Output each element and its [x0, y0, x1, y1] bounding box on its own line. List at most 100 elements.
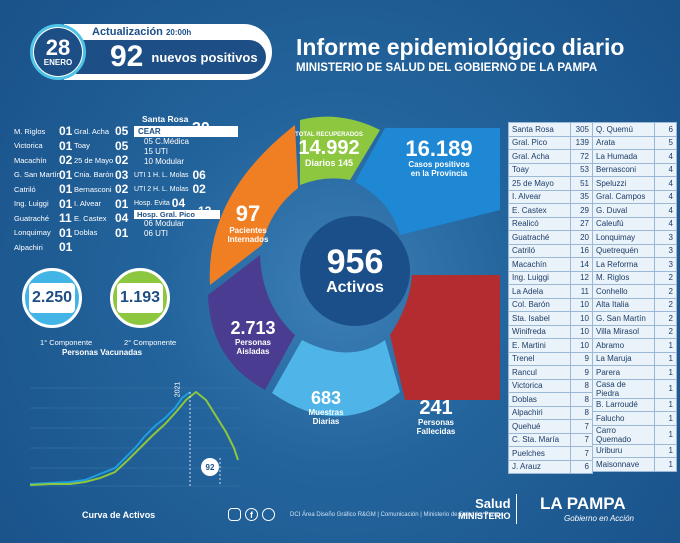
- la-pampa-logo: LA PAMPA Gobierno en Acción: [540, 494, 634, 523]
- table-cell-value: 1: [654, 411, 677, 426]
- table-cell-name: M. Riglos: [592, 270, 655, 285]
- table-row: M. Riglos 2: [592, 270, 677, 285]
- table-cell-name: Quetrequén: [592, 243, 655, 258]
- isolated-segment: [208, 255, 295, 390]
- table-cell-name: Col. Barón: [508, 297, 571, 312]
- cases-label: Casos positivos: [408, 160, 470, 169]
- table-row: Speluzzi 4: [592, 176, 677, 191]
- table-cell-name: Gral. Pico: [508, 135, 571, 150]
- table-cell-value: 305: [570, 122, 593, 137]
- hospital-value: 97: [235, 201, 261, 226]
- cear-label: CEAR: [138, 127, 161, 136]
- table-cell-value: 1: [654, 424, 677, 445]
- table-cell-value: 7: [570, 419, 593, 434]
- deaths-segment: [390, 275, 500, 400]
- table-cell-name: Carro Quemado: [592, 424, 655, 445]
- table-cell-value: 53: [570, 162, 593, 177]
- vaccine-caption: Personas Vacunadas: [62, 348, 143, 357]
- table-row: Alpachiri 8: [508, 405, 593, 420]
- location-row: Doblas 01: [74, 226, 128, 241]
- table-cell-value: 2: [654, 311, 677, 326]
- location-name: Victorica: [14, 141, 43, 151]
- table-row: Victorica 8: [508, 378, 593, 393]
- table-cell-name: La Adela: [508, 284, 571, 299]
- table-cell-value: 1: [654, 443, 677, 458]
- cases-segment: [355, 128, 500, 235]
- deaths-label: Personas: [417, 418, 455, 427]
- table-cell-name: Caleufú: [592, 216, 655, 231]
- sr-line: 05 C.Médica: [144, 137, 189, 146]
- samples-box: 683 Muestras Diarias: [296, 388, 356, 426]
- twitter-icon[interactable]: [262, 508, 275, 521]
- hospital-label: Internados: [227, 235, 269, 244]
- table-row: La Humada 4: [592, 149, 677, 164]
- table-cell-name: Villa Mirasol: [592, 324, 655, 339]
- table-cell-value: 16: [570, 243, 593, 258]
- daily-value: 145: [338, 158, 354, 168]
- table-cell-name: La Maruja: [592, 351, 655, 366]
- table-cell-value: 3: [654, 257, 677, 272]
- instagram-icon[interactable]: [228, 508, 241, 521]
- uti2-label: UTI 2 H. L. Molas: [134, 185, 189, 193]
- table-row: C. Sta. María 7: [508, 432, 593, 447]
- table-row: I. Alvear 35: [508, 189, 593, 204]
- table-row: Catriló 16: [508, 243, 593, 258]
- deaths-label: Fallecidas: [416, 427, 456, 436]
- table-cell-name: Realicó: [508, 216, 571, 231]
- table-row: Ing. Luiggi 12: [508, 270, 593, 285]
- table-row: La Reforma 3: [592, 257, 677, 272]
- table-cell-value: 4: [654, 203, 677, 218]
- location-row: Guatraché 11: [14, 211, 72, 226]
- table-row: Santa Rosa 305: [508, 122, 593, 137]
- social-icons: f: [228, 508, 275, 521]
- table-cell-name: Macachín: [508, 257, 571, 272]
- table-row: Alta Italia 2: [592, 297, 677, 312]
- table-row: La Adela 11: [508, 284, 593, 299]
- table-row: Trenel 9: [508, 351, 593, 366]
- table-cell-name: La Humada: [592, 149, 655, 164]
- table-cell-value: 6: [654, 122, 677, 137]
- table-cell-value: 1: [654, 365, 677, 380]
- table-cell-name: Quehué: [508, 419, 571, 434]
- table-cell-name: Toay: [508, 162, 571, 177]
- table-cell-value: 139: [570, 135, 593, 150]
- table-row: Doblas 8: [508, 392, 593, 407]
- table-cell-value: 51: [570, 176, 593, 191]
- table-row: Falucho 1: [592, 411, 677, 426]
- new-positive-label: nuevos positivos: [151, 49, 258, 65]
- table-cell-value: 14: [570, 257, 593, 272]
- ministerio-text: MINISTERIO: [458, 511, 511, 521]
- table-cell-name: Maisonnave: [592, 457, 655, 472]
- table-cell-value: 10: [570, 338, 593, 353]
- recovered-box: TOTAL RECUPERADOS 14.992 Diarios 145: [294, 132, 364, 168]
- facebook-icon[interactable]: f: [245, 508, 258, 521]
- location-name: I. Alvear: [74, 199, 102, 209]
- table-row: Macachín 14: [508, 257, 593, 272]
- location-value: 01: [59, 138, 73, 153]
- location-name: Ing. Luiggi: [14, 199, 49, 209]
- pico-value: 12: [198, 204, 212, 218]
- pico-label: Hosp. Gral. Pico: [137, 210, 195, 219]
- table-cell-value: 4: [654, 162, 677, 177]
- table-row: Maisonnave 1: [592, 457, 677, 472]
- cases-table-left: Santa Rosa 305 Gral. Pico 139 Gral. Acha 72 To…: [508, 122, 593, 474]
- left-list-col2: Gral. Acha 05 Toay 05 25 de Mayo 02 Cnia. Baró…: [74, 124, 128, 240]
- table-row: Gral. Acha 72: [508, 149, 593, 164]
- new-positive-count: 92: [110, 40, 144, 73]
- curve-current-value: 92: [201, 458, 219, 476]
- location-name: Cnia. Barón: [74, 170, 114, 180]
- date-day: 28: [45, 34, 71, 60]
- samples-segment: [272, 340, 400, 417]
- table-cell-value: 8: [570, 378, 593, 393]
- table-cell-name: 25 de Mayo: [508, 176, 571, 191]
- pico-line: 06 UTI: [144, 229, 169, 238]
- location-value: 01: [115, 196, 129, 211]
- sr-line: 15 UTI: [144, 147, 169, 156]
- location-name: Bernasconi: [74, 184, 112, 194]
- location-row: Toay 05: [74, 139, 128, 154]
- isolated-label: Aisladas: [236, 347, 270, 356]
- location-value: 05: [115, 124, 129, 139]
- table-row: J. Arauz 6: [508, 459, 593, 474]
- left-list-col1: M. Riglos 01 Victorica 01 Macachín 02 G. San M…: [14, 124, 72, 255]
- location-name: Guatraché: [14, 213, 50, 223]
